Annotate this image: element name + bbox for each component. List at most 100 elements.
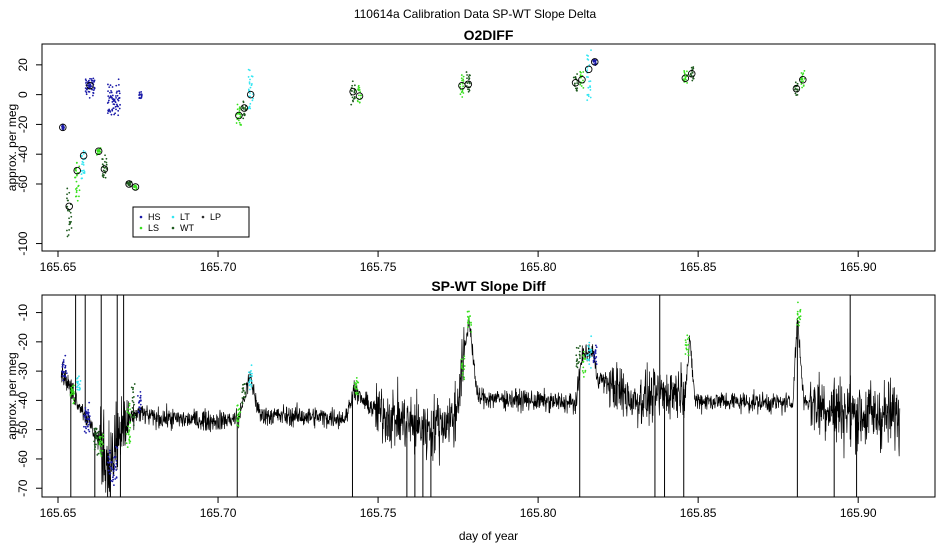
data-point bbox=[576, 87, 579, 90]
mean-marker bbox=[59, 123, 67, 132]
data-point bbox=[132, 387, 135, 389]
data-point bbox=[251, 83, 253, 85]
data-point bbox=[586, 94, 589, 96]
mean-marker bbox=[65, 202, 73, 211]
data-point bbox=[100, 435, 102, 438]
legend-swatch bbox=[139, 215, 143, 219]
cluster-ls bbox=[460, 355, 466, 381]
data-point bbox=[115, 469, 118, 471]
y-tick-label: -100 bbox=[16, 231, 30, 255]
data-point bbox=[116, 90, 118, 93]
data-point bbox=[238, 416, 241, 419]
data-point bbox=[241, 387, 244, 390]
data-point bbox=[579, 74, 582, 76]
y-tick-label: -50 bbox=[16, 421, 30, 439]
data-point bbox=[796, 313, 799, 316]
data-point bbox=[78, 165, 81, 168]
data-point bbox=[113, 468, 116, 470]
data-point bbox=[796, 82, 799, 85]
data-point bbox=[138, 406, 141, 409]
data-point bbox=[66, 229, 68, 232]
data-point bbox=[803, 77, 806, 80]
data-point bbox=[250, 380, 253, 382]
data-point bbox=[468, 78, 470, 81]
data-point bbox=[236, 112, 239, 115]
cluster-ls bbox=[581, 350, 587, 378]
data-point bbox=[74, 169, 77, 171]
data-point bbox=[798, 321, 801, 324]
data-point bbox=[82, 150, 85, 152]
data-point bbox=[117, 83, 120, 86]
cluster-hs bbox=[592, 344, 598, 365]
data-point bbox=[93, 80, 96, 83]
data-point bbox=[104, 154, 106, 157]
cluster-ls bbox=[74, 161, 81, 202]
mean-marker bbox=[687, 70, 696, 78]
data-point bbox=[85, 412, 88, 414]
y-tick-label: -70 bbox=[16, 479, 30, 497]
data-point bbox=[583, 357, 585, 360]
data-point bbox=[459, 86, 462, 88]
data-point bbox=[128, 402, 131, 405]
data-point bbox=[90, 78, 93, 80]
data-point bbox=[114, 95, 117, 97]
data-point bbox=[589, 89, 592, 91]
data-point bbox=[245, 108, 248, 111]
legend: HS LT LP LS WT bbox=[132, 206, 250, 238]
data-point bbox=[576, 359, 578, 362]
data-point bbox=[588, 341, 591, 344]
data-point bbox=[133, 416, 136, 419]
cluster-lt bbox=[586, 335, 593, 369]
data-point bbox=[462, 75, 465, 78]
data-point bbox=[247, 76, 250, 78]
data-point bbox=[238, 109, 241, 112]
data-point bbox=[115, 462, 118, 465]
data-point bbox=[108, 449, 111, 452]
data-point bbox=[251, 375, 253, 377]
data-point bbox=[115, 97, 117, 99]
data-point bbox=[684, 339, 687, 341]
data-point bbox=[353, 382, 356, 384]
data-point bbox=[125, 442, 128, 445]
data-point bbox=[467, 75, 470, 78]
data-point bbox=[589, 96, 592, 99]
data-point bbox=[357, 88, 360, 90]
data-point bbox=[242, 389, 245, 392]
plot-area bbox=[59, 49, 807, 238]
data-point bbox=[129, 426, 132, 429]
mean-marker bbox=[584, 65, 593, 74]
data-point bbox=[76, 381, 78, 384]
data-point bbox=[684, 75, 687, 78]
data-point bbox=[691, 79, 694, 82]
data-point bbox=[801, 86, 803, 89]
data-point bbox=[115, 84, 118, 87]
data-point bbox=[70, 220, 72, 223]
data-point bbox=[239, 113, 242, 116]
data-point bbox=[87, 428, 90, 431]
data-point bbox=[248, 82, 251, 85]
data-point bbox=[108, 97, 111, 99]
mean-marker bbox=[246, 90, 255, 99]
data-point bbox=[687, 354, 690, 357]
data-point bbox=[593, 356, 595, 359]
data-point bbox=[66, 205, 69, 208]
mean-marker bbox=[571, 78, 580, 87]
data-point bbox=[80, 154, 83, 157]
data-point bbox=[687, 351, 690, 354]
data-point bbox=[97, 452, 100, 455]
data-point bbox=[65, 372, 68, 375]
data-point bbox=[88, 415, 91, 418]
data-point bbox=[112, 470, 115, 473]
y-tick-label: -60 bbox=[16, 175, 30, 193]
data-point bbox=[685, 79, 687, 81]
x-tick-label: 165.75 bbox=[360, 506, 397, 520]
data-point bbox=[686, 82, 688, 84]
data-point bbox=[68, 210, 71, 212]
data-point bbox=[588, 363, 591, 366]
data-point bbox=[250, 370, 252, 372]
data-point bbox=[247, 88, 250, 91]
data-point bbox=[110, 461, 113, 464]
data-point bbox=[461, 90, 464, 92]
data-point bbox=[582, 350, 585, 353]
